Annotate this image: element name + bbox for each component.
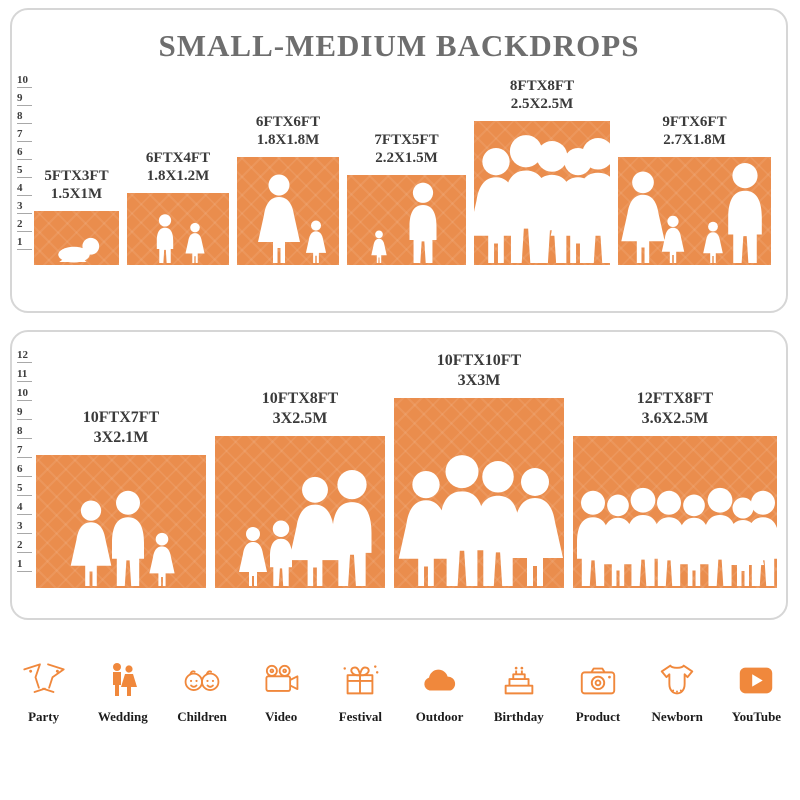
axis-tick: 3 <box>17 519 32 534</box>
category-outdoor: Outdoor <box>400 660 479 725</box>
backdrop-swatch <box>347 175 466 265</box>
medium-large-panel: 12 11 10 9 8 7 6 5 4 3 2 1 10FTX7FT 3X2.1… <box>10 330 788 620</box>
axis-tick: 8 <box>17 109 32 124</box>
axis-tick: 5 <box>17 481 32 496</box>
axis-tick: 7 <box>17 127 32 142</box>
backdrop-swatch <box>215 436 385 588</box>
category-product: Product <box>558 660 637 725</box>
small-medium-panel: SMALL-MEDIUM BACKDROPS 10 9 8 7 6 5 4 3 … <box>10 8 788 313</box>
backdrop-size-label: 12FTX8FT 3.6X2.5M <box>636 390 714 427</box>
page-title: SMALL-MEDIUM BACKDROPS <box>158 28 640 63</box>
backdrop-swatch <box>36 455 206 588</box>
category-label: Product <box>575 709 621 724</box>
category-label: Outdoor <box>415 709 464 724</box>
outdoor-icon <box>423 669 455 691</box>
axis-tick: 9 <box>17 91 32 106</box>
family-silhouettes <box>621 163 762 263</box>
children-icon <box>184 670 220 691</box>
backdrop-size-label: 7FTX5FT 2.2X1.5M <box>374 131 439 167</box>
product-icon <box>580 667 616 695</box>
category-label: Video <box>265 709 298 724</box>
backdrop-bars-row-2: 10FTX7FT 3X2.1M 10FTX8FT 3X2.5M <box>36 351 777 588</box>
category-children: Children <box>162 660 241 725</box>
category-wedding: Wedding <box>83 660 162 725</box>
backdrop-10x8: 10FTX8FT 3X2.5M <box>215 389 385 588</box>
category-label: Wedding <box>97 709 148 724</box>
backdrop-5x3: 5FTX3FT 1.5X1M <box>34 167 119 265</box>
axis-tick: 1 <box>17 235 32 250</box>
backdrop-size-label: 10FTX7FT 3X2.1M <box>82 409 160 446</box>
backdrop-swatch <box>474 121 610 265</box>
axis-tick: 4 <box>17 500 32 515</box>
backdrop-10x7: 10FTX7FT 3X2.1M <box>36 408 206 588</box>
backdrop-size-label: 9FTX6FT 2.7X1.8M <box>662 113 727 149</box>
backdrop-bars-row-1: 5FTX3FT 1.5X1M 6FTX4FT 1.8X1.2M 6FTX6FT <box>34 77 771 265</box>
category-label: Birthday <box>493 709 544 724</box>
group-silhouettes <box>398 455 563 586</box>
axis-tick: 12 <box>17 348 32 363</box>
category-label: Party <box>28 709 60 724</box>
backdrop-swatch <box>394 398 564 588</box>
axis-tick: 6 <box>17 145 32 160</box>
axis-tick: 9 <box>17 405 32 420</box>
party-icon <box>22 663 65 693</box>
axis-tick: 8 <box>17 424 32 439</box>
backdrop-6x4: 6FTX4FT 1.8X1.2M <box>127 149 229 265</box>
backdrop-size-label: 10FTX8FT 3X2.5M <box>261 390 339 427</box>
birthday-icon <box>504 666 534 695</box>
axis-tick: 2 <box>17 217 32 232</box>
backdrop-12x8: 12FTX8FT 3.6X2.5M <box>573 389 777 588</box>
backdrop-size-label: 6FTX4FT 1.8X1.2M <box>145 149 211 185</box>
backdrop-size-label: 8FTX8FT 2.5X2.5M <box>509 77 575 113</box>
backdrop-6x6: 6FTX6FT 1.8X1.8M <box>237 113 339 265</box>
children-silhouettes <box>156 214 205 263</box>
category-birthday: Birthday <box>479 660 558 725</box>
festival-icon <box>343 665 379 695</box>
category-youtube: YouTube <box>717 660 796 725</box>
axis-tick: 7 <box>17 443 32 458</box>
family-silhouettes <box>70 490 175 586</box>
category-label: Newborn <box>651 709 703 724</box>
backdrop-swatch <box>618 157 771 265</box>
backdrop-swatch <box>34 211 119 265</box>
baby-silhouette <box>58 237 100 263</box>
category-label: YouTube <box>731 709 782 724</box>
backdrop-size-label: 10FTX10FT 3X3M <box>436 352 522 389</box>
category-video: Video <box>242 660 321 725</box>
axis-tick: 1 <box>17 557 32 572</box>
mother-child-silhouettes <box>258 174 327 263</box>
crowd-silhouettes <box>577 487 777 586</box>
axis-tick: 3 <box>17 199 32 214</box>
axis-tick: 10 <box>17 73 32 88</box>
axis-tick: 6 <box>17 462 32 477</box>
backdrop-9x6: 9FTX6FT 2.7X1.8M <box>618 113 771 265</box>
newborn-icon <box>660 664 694 695</box>
backdrop-7x5: 7FTX5FT 2.2X1.5M <box>347 131 466 265</box>
axis-tick: 4 <box>17 181 32 196</box>
axis-tick: 11 <box>17 367 32 382</box>
axis-tick: 5 <box>17 163 32 178</box>
backdrop-swatch <box>573 436 777 588</box>
backdrop-size-label: 5FTX3FT 1.5X1M <box>44 167 109 203</box>
category-festival: Festival <box>321 660 400 725</box>
group-silhouettes <box>474 135 610 263</box>
backdrop-swatch <box>237 157 339 265</box>
category-party: Party <box>4 660 83 725</box>
family-silhouettes <box>239 469 372 586</box>
backdrop-swatch <box>127 193 229 265</box>
axis-tick: 10 <box>17 386 32 401</box>
toddler-adult-silhouettes <box>371 182 437 263</box>
axis-tick: 2 <box>17 538 32 553</box>
backdrop-10x10: 10FTX10FT 3X3M <box>394 351 564 588</box>
category-label: Festival <box>338 709 383 724</box>
wedding-icon <box>112 663 137 696</box>
video-icon <box>265 664 299 692</box>
backdrop-8x8: 8FTX8FT 2.5X2.5M <box>474 77 610 265</box>
backdrop-size-label: 6FTX6FT 1.8X1.8M <box>255 113 321 149</box>
category-label: Children <box>177 709 227 724</box>
youtube-icon <box>740 667 773 694</box>
category-row: Party Wedding Children <box>4 660 796 725</box>
category-newborn: Newborn <box>638 660 717 725</box>
